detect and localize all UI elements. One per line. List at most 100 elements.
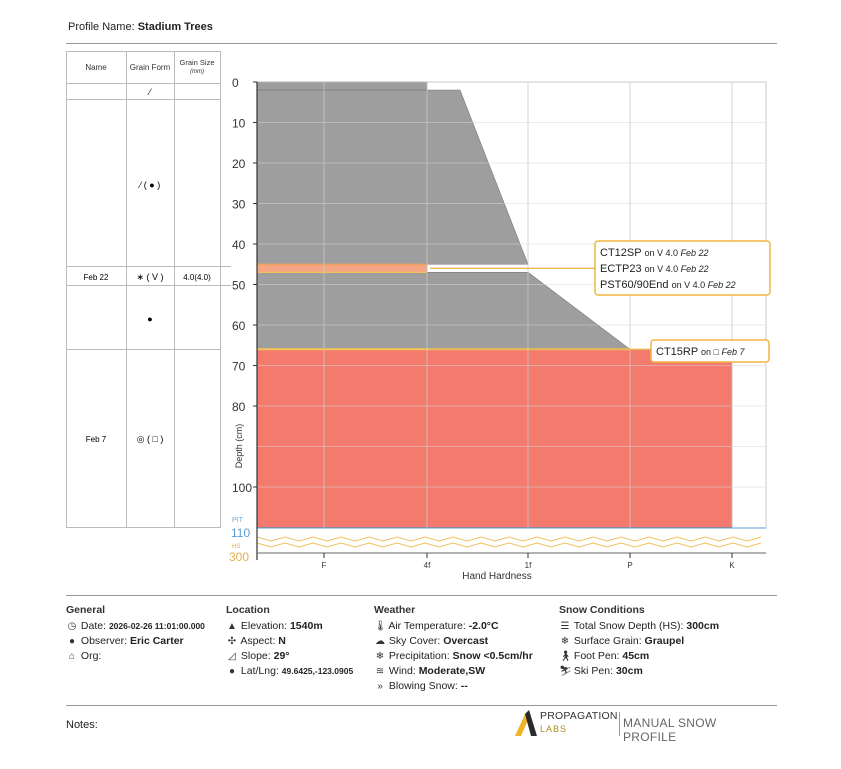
surface-grain-label: Surface Grain: <box>573 635 642 647</box>
y-tick-label-70: 70 <box>232 360 246 374</box>
date-value: 2026-02-26 11:01:00.000 <box>108 621 205 631</box>
snow-conditions-section: Snow Conditions ☰ Total Snow Depth (HS):… <box>559 603 719 679</box>
ski-pen-label: Ski Pen: <box>573 665 614 677</box>
latlng-value: 49.6425,-123.0905 <box>281 666 354 676</box>
header-divider <box>66 43 777 44</box>
hiker-icon: 🚶︎ <box>559 651 572 662</box>
row-2-name: Feb 22 <box>84 273 109 282</box>
info-divider-top <box>66 595 777 596</box>
y-tick-label-10: 10 <box>232 117 246 131</box>
layer-2 <box>256 263 428 273</box>
elevation-label: Elevation: <box>240 620 288 632</box>
hs-value: 300 <box>229 550 249 564</box>
row-3-form: ● <box>147 314 152 324</box>
sky-cover-label: Sky Cover: <box>388 635 441 647</box>
layers-group <box>256 81 733 528</box>
wind-value: Moderate,SW <box>418 665 486 677</box>
elevation-value: 1540m <box>289 620 323 632</box>
hs-break-line-2 <box>256 542 762 548</box>
y-ticks-group: 0 10 20 30 40 50 60 70 80 100 <box>232 76 257 495</box>
wind-label: Wind: <box>388 665 416 677</box>
hs-depth-value: 300cm <box>686 620 720 632</box>
grid-group <box>256 81 767 560</box>
blowing-snow-label: Blowing Snow: <box>388 680 458 692</box>
layer-1 <box>256 89 529 265</box>
profile-name: Profile Name: Stadium Trees <box>68 21 213 33</box>
y-tick-label-0: 0 <box>232 76 239 90</box>
list-icon: ☰ <box>560 621 570 632</box>
latlng-label: Lat/Lng: <box>240 665 279 677</box>
row-4-form: ◎ ( □ ) <box>137 434 164 444</box>
col-header-form: Grain Form <box>130 63 171 72</box>
observer-value: Eric Carter <box>129 635 184 647</box>
hs-break-line-1 <box>256 536 762 542</box>
y-axis-label: Depth (cm) <box>234 424 244 469</box>
layer-4 <box>256 348 733 528</box>
hs-label: HS <box>232 544 240 550</box>
location-title: Location <box>226 604 270 616</box>
foot-pen-label: Foot Pen: <box>573 650 620 662</box>
general-title: General <box>66 604 106 616</box>
date-label: Date: <box>80 620 107 632</box>
mountain-icon: ▲ <box>227 621 237 632</box>
blowing-snow-value: -- <box>460 680 468 692</box>
y-tick-label-40: 40 <box>232 238 246 252</box>
layer-3 <box>256 272 631 350</box>
row-2-form: ∗ ( V ) <box>136 272 163 282</box>
layer-0 <box>256 81 428 91</box>
location-section: Location ▲ Elevation: 1540m ✣ Aspect: N … <box>226 603 353 679</box>
row-4-name: Feb 7 <box>86 435 107 444</box>
tests-group: CT12SP on V 4.0 Feb 22 ECTP23 on V 4.0 Fe… <box>430 240 771 363</box>
brand-name: PROPAGATION <box>540 710 618 722</box>
clock-icon: ◷ <box>67 621 77 632</box>
x-tick-label-1f: 1f <box>525 561 532 570</box>
compass-icon: ✣ <box>227 636 237 647</box>
snow-profile-chart: 0 10 20 30 40 50 60 70 80 100 F 4f 1f P K CT12SP on V… <box>229 76 771 582</box>
x-tick-label-4f: 4f <box>424 561 431 570</box>
info-divider-bottom <box>66 705 777 706</box>
test-line-0-0: CT12SP on V 4.0 Feb 22 <box>600 247 709 259</box>
x-tick-label-K: K <box>729 561 735 570</box>
test-box-1 <box>650 339 770 363</box>
brand-block: PROPAGATION LABS MANUAL SNOW PROFILE <box>513 708 773 744</box>
aspect-value: N <box>278 635 286 647</box>
col-header-name: Name <box>85 63 107 72</box>
sky-cover-value: Overcast <box>443 635 489 647</box>
col-header-size-unit: (mm) <box>190 69 204 75</box>
thermometer-icon: 🌡︎ <box>374 621 387 632</box>
skier-icon: ⛷︎ <box>559 666 572 677</box>
row-2-size: 4.0(4.0) <box>183 273 211 282</box>
user-icon: ● <box>68 636 76 647</box>
brand-sub: LABS <box>540 724 568 734</box>
y-tick-label-80: 80 <box>232 400 246 414</box>
slope-value: 29° <box>273 650 290 662</box>
air-temp-label: Air Temperature: <box>388 620 466 632</box>
test-line-0-2: PST60/90End on V 4.0 Feb 22 <box>600 279 736 291</box>
observer-label: Observer: <box>80 635 128 647</box>
slope-label: Slope: <box>240 650 271 662</box>
brand-separator <box>619 712 620 736</box>
precip-value: Snow <0.5cm/hr <box>452 650 533 662</box>
org-label: Org: <box>80 650 102 662</box>
precip-label: Precipitation: <box>388 650 450 662</box>
y-tick-label-60: 60 <box>232 319 246 333</box>
y-tick-label-50: 50 <box>232 279 246 293</box>
grain-table: Name Grain Form Grain Size (mm) ⁄ ⁄ ( ● … <box>66 51 231 528</box>
y-tick-label-30: 30 <box>232 198 246 212</box>
col-header-size: Grain Size <box>179 58 214 67</box>
wind-icon: ≋ <box>375 666 385 677</box>
weather-title: Weather <box>374 604 416 616</box>
double-chevron-icon: » <box>377 681 383 692</box>
slope-icon: ◿ <box>228 651 236 662</box>
snowflake-icon: ❄ <box>560 636 570 647</box>
row-0-form: ⁄ <box>147 87 152 97</box>
surface-grain-value: Graupel <box>644 635 685 647</box>
home-icon: ⌂ <box>68 651 76 662</box>
profile-name-label: Profile Name: <box>68 21 135 33</box>
x-tick-label-P: P <box>627 561 632 570</box>
test-line-1-0: CT15RP on □ Feb 7 <box>656 346 746 358</box>
air-temp-value: -2.0°C <box>468 620 499 632</box>
y-tick-label-20: 20 <box>232 157 246 171</box>
snowflake-icon: ❄ <box>375 651 385 662</box>
foot-pen-value: 45cm <box>622 650 650 662</box>
